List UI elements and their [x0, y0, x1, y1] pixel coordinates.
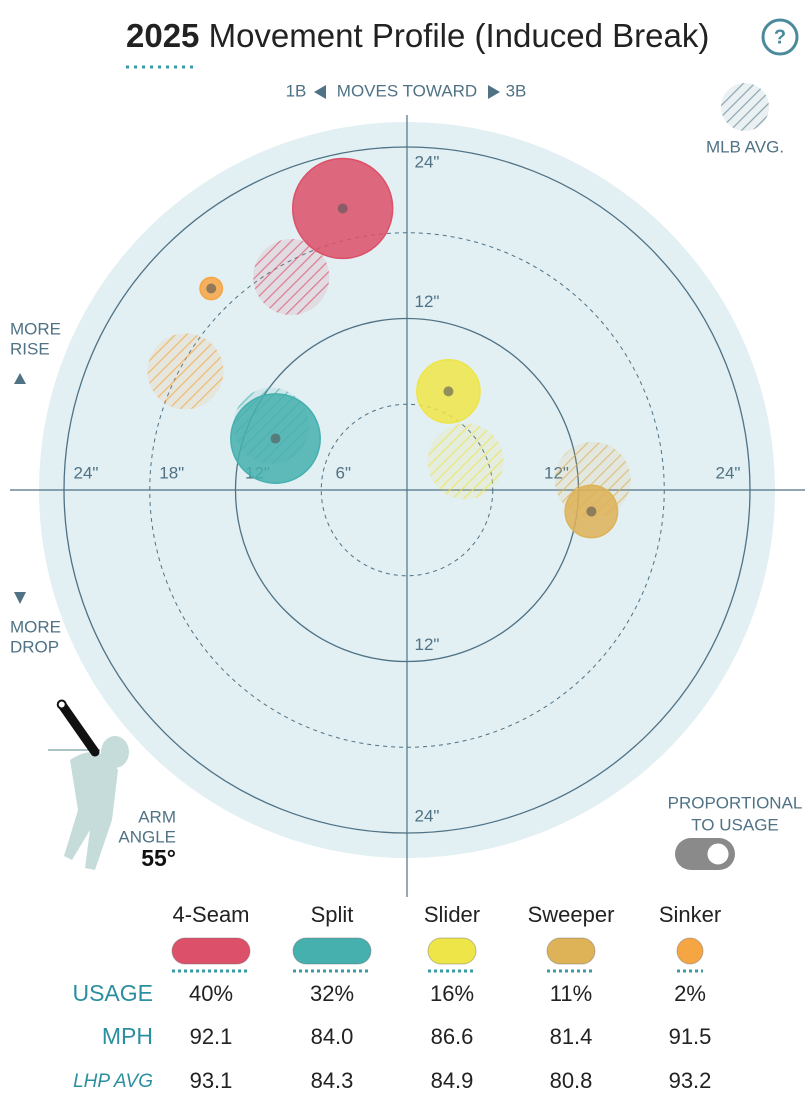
pitch-swatch	[427, 937, 477, 965]
row-label: MPH	[102, 1023, 153, 1049]
toggle[interactable]	[675, 838, 735, 870]
x-tick-label: 6"	[336, 463, 352, 482]
direction-right: 3B	[506, 81, 527, 100]
pitch-swatch	[546, 937, 596, 965]
pitch-name: 4-Seam	[172, 902, 249, 927]
row-label: USAGE	[72, 980, 153, 1006]
pitch-name: Sinker	[659, 902, 721, 927]
usage-value: 11%	[550, 981, 592, 1006]
lhp-avg-value: 93.2	[669, 1068, 712, 1093]
help-button[interactable]	[761, 18, 799, 56]
direction-left: 1B	[286, 81, 307, 100]
side-label: DROP	[10, 637, 59, 656]
side-label: MORE	[10, 617, 61, 636]
toggle-knob[interactable]	[704, 840, 732, 868]
arm-angle-arm	[57, 699, 100, 757]
x-tick-label: 24"	[74, 463, 99, 482]
mph-value: 84.0	[311, 1024, 354, 1049]
pitcher-figure	[48, 736, 129, 870]
usage-value: 2%	[674, 981, 706, 1006]
mph-value: 92.1	[190, 1024, 233, 1049]
y-tick-label: 24"	[415, 152, 440, 171]
help-text[interactable]: ?	[774, 26, 786, 48]
lhp-avg-value: 84.9	[431, 1068, 474, 1093]
toggle-label: PROPORTIONAL	[668, 793, 803, 812]
toggle-label: TO USAGE	[691, 815, 779, 834]
usage-value: 32%	[310, 981, 354, 1006]
y-tick-label: 12"	[415, 635, 440, 654]
lhp-avg-value: 84.3	[311, 1068, 354, 1093]
pitch-center	[206, 283, 217, 294]
lhp-avg-value: 80.8	[550, 1068, 593, 1093]
title-text: Movement Profile (Induced Break)	[209, 17, 710, 54]
plot: 24"18"12"6"12"24"24"12"12"24"	[10, 115, 805, 897]
legend-mlb-avg-label: MLB AVG.	[706, 137, 784, 156]
legend-mlb-avg	[721, 83, 769, 131]
title: 2025 Movement Profile (Induced Break)	[126, 17, 709, 54]
pitch-name: Slider	[424, 902, 480, 927]
lhp-avg-value: 93.1	[190, 1068, 233, 1093]
pitch-swatch	[676, 937, 704, 965]
usage-value: 16%	[430, 981, 474, 1006]
pitch-center	[586, 506, 597, 517]
arm-angle-value: 55°	[141, 845, 176, 871]
pitch-name: Sweeper	[528, 902, 615, 927]
pitch-center	[443, 386, 454, 397]
arrow-up	[14, 373, 26, 384]
title-year: 2025	[126, 17, 199, 54]
pitch-name: Split	[311, 902, 354, 927]
arrow-down	[14, 592, 26, 604]
x-tick-label: 18"	[159, 463, 184, 482]
arm-angle-label: ARM	[138, 807, 176, 826]
row-label: LHP AVG	[73, 1071, 153, 1092]
arm-hand	[56, 699, 67, 710]
mph-value: 86.6	[431, 1024, 474, 1049]
pitch-center	[270, 433, 281, 444]
arm-angle-label: ANGLE	[118, 827, 176, 846]
side-label: MORE	[10, 319, 61, 338]
pitch-center	[337, 203, 348, 214]
mlb-avg-bubble	[427, 423, 504, 500]
direction-text: MOVES TOWARD	[337, 81, 477, 100]
mlb-avg-bubble	[147, 333, 224, 410]
x-tick-label: 24"	[716, 463, 741, 482]
usage-value: 40%	[189, 981, 233, 1006]
arrow-left	[314, 85, 326, 99]
y-tick-label: 12"	[415, 292, 440, 311]
side-label: RISE	[10, 339, 50, 358]
pitch-swatch	[171, 937, 251, 965]
mph-value: 81.4	[550, 1024, 593, 1049]
pitch-swatch	[292, 937, 372, 965]
mph-value: 91.5	[669, 1024, 712, 1049]
y-tick-label: 24"	[415, 806, 440, 825]
mlb-avg-bubble	[253, 239, 330, 316]
arrow-right	[488, 85, 500, 99]
